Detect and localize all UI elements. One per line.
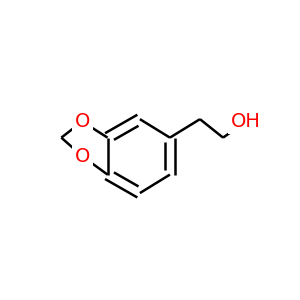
Text: O: O xyxy=(74,147,90,166)
Text: OH: OH xyxy=(231,112,261,131)
Text: O: O xyxy=(74,112,90,131)
